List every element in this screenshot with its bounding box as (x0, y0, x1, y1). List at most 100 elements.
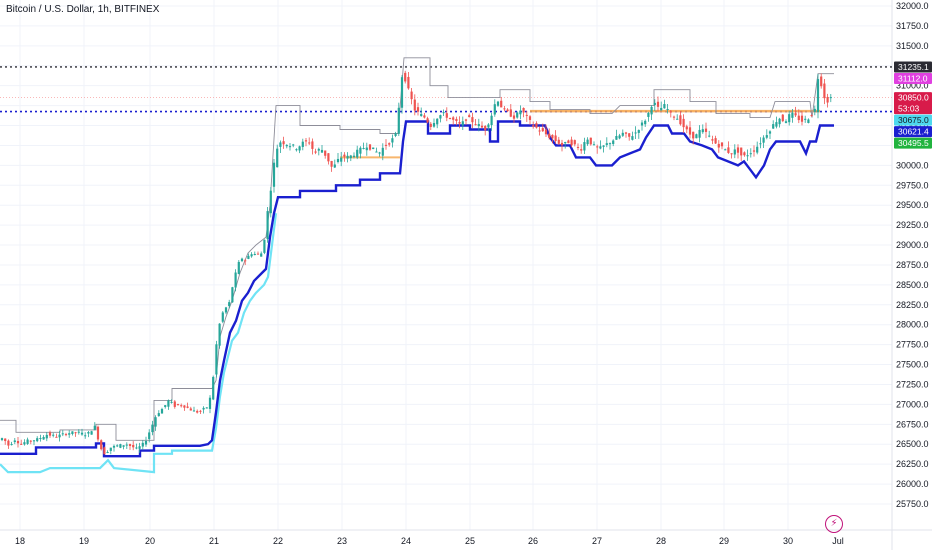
candle-body (148, 432, 151, 440)
candle-body (311, 141, 314, 149)
candle-body (804, 118, 807, 120)
price-badge (894, 137, 932, 149)
candle-body (570, 139, 573, 146)
price-badge-label: 30495.5 (898, 138, 929, 148)
candle-body (740, 147, 743, 156)
candle-body (692, 131, 695, 139)
y-tick-label: 26500.0 (896, 439, 929, 449)
candle-body (756, 146, 759, 153)
candle-body (308, 142, 311, 144)
x-tick-label: 21 (209, 536, 219, 546)
y-tick-label: 26250.0 (896, 459, 929, 469)
candle-body (58, 434, 61, 438)
candle-body (605, 143, 608, 145)
candle-body (68, 433, 71, 435)
price-badge (894, 72, 932, 84)
candle-body (10, 444, 13, 446)
x-tick-label: 19 (79, 536, 89, 546)
candle-body (631, 136, 634, 140)
candle-body (106, 452, 109, 454)
candle-body (480, 125, 484, 128)
candle-body (260, 253, 263, 257)
candle-body (724, 149, 727, 151)
candle-body (477, 124, 480, 127)
candle-body (688, 127, 692, 135)
candle-body (20, 443, 23, 445)
y-tick-label: 29000.0 (896, 240, 929, 250)
candle-body (4, 438, 7, 442)
candle-body (708, 135, 711, 137)
lightning-icon[interactable]: ⚡ (825, 515, 843, 533)
candle-body (394, 133, 397, 136)
candle-body (560, 142, 564, 146)
candle-body (231, 287, 234, 303)
y-tick-label: 29500.0 (896, 200, 929, 210)
candle-body (378, 152, 381, 154)
candle-body (704, 128, 708, 132)
candle-body (500, 100, 503, 108)
candle-body (119, 444, 122, 448)
candle-body (208, 397, 212, 409)
candle-body (752, 150, 756, 152)
candle-body (253, 254, 256, 256)
candle-body (490, 115, 493, 126)
price-badge-label: 30675.0 (898, 115, 929, 125)
candle-body (384, 144, 388, 146)
candle-body (592, 144, 596, 146)
candle-body (164, 405, 167, 407)
candle-body (173, 401, 176, 407)
candle-body (663, 104, 666, 109)
candle-body (298, 146, 301, 151)
candle-body (77, 431, 80, 433)
candle-body (87, 432, 90, 434)
candle-body (429, 123, 432, 127)
candle-body (292, 144, 295, 146)
candle-body (388, 143, 391, 145)
candle-body (567, 140, 570, 144)
candle-body (759, 143, 762, 145)
candle-body (263, 239, 266, 253)
x-tick-label: Jul (832, 536, 844, 546)
x-tick-label: 22 (273, 536, 283, 546)
y-tick-label: 28250.0 (896, 300, 929, 310)
candle-body (557, 139, 560, 144)
candle-body (714, 138, 717, 144)
candle-body (295, 149, 298, 151)
candle-body (778, 118, 781, 125)
candle-body (23, 442, 26, 445)
candle-body (349, 155, 352, 159)
candle-body (269, 190, 272, 214)
y-tick-label: 31750.0 (896, 21, 929, 31)
candle-body (80, 432, 84, 435)
candle-body (535, 123, 538, 128)
x-tick-label: 18 (15, 536, 25, 546)
candle-body (327, 153, 330, 162)
candle-body (698, 129, 701, 138)
candle-body (362, 148, 365, 150)
candle-body (474, 124, 477, 126)
candle-body (317, 148, 320, 151)
candle-body (109, 447, 112, 451)
candle-body (672, 116, 676, 118)
candle-body (192, 410, 196, 412)
candle-body (224, 307, 228, 313)
candle-body (320, 149, 324, 153)
candle-body (548, 133, 551, 138)
candle-body (461, 121, 464, 126)
y-tick-label: 29750.0 (896, 180, 929, 190)
candle-body (525, 114, 528, 116)
support-line (0, 120, 834, 458)
candle-body (791, 112, 794, 118)
candle-body (244, 260, 247, 262)
candle-body (103, 447, 106, 455)
candle-body (157, 413, 160, 417)
candle-body (183, 405, 186, 408)
candle-body (372, 147, 375, 150)
candle-body (573, 140, 576, 145)
candle-body (733, 149, 736, 155)
candle-body (522, 107, 525, 113)
candle-body (493, 104, 496, 115)
y-tick-label: 31000.0 (896, 81, 929, 91)
candle-body (202, 407, 205, 410)
